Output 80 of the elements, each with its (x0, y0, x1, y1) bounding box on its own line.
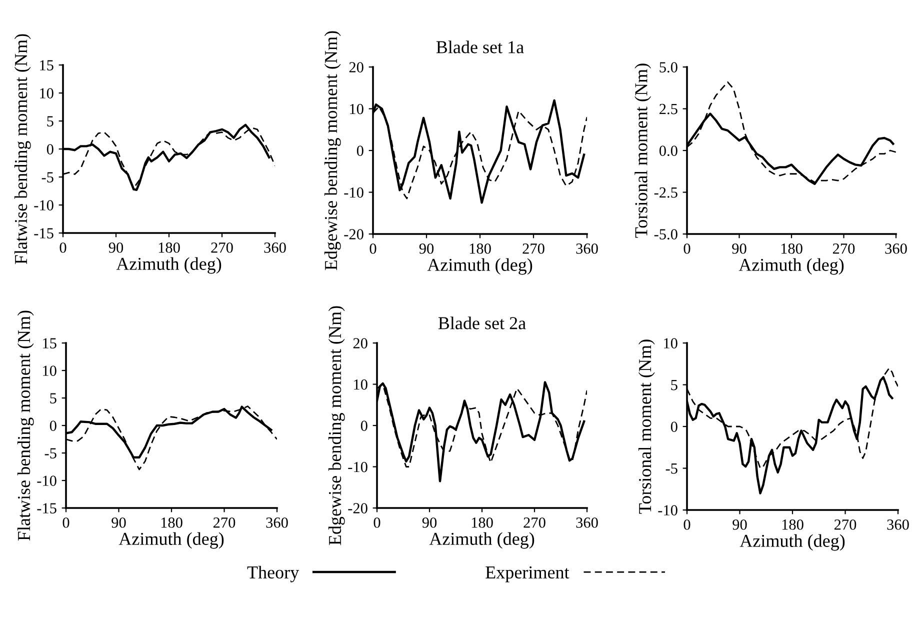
x-tick-label: 360 (887, 519, 909, 530)
x-tick-label: 90 (419, 243, 434, 254)
x-tick-label: 90 (732, 519, 747, 530)
y-tick-label: -10 (348, 462, 368, 472)
x-tick-label: 360 (576, 517, 598, 528)
y-tick-label: 0 (50, 420, 56, 431)
x-axis-title: Azimuth (deg) (740, 534, 845, 551)
x-tick-label: 180 (161, 517, 182, 528)
y-tick-label: 10 (40, 88, 54, 98)
chart-title: Blade set 2a (438, 316, 526, 330)
y-tick-label: -10 (658, 505, 678, 516)
x-tick-label: 270 (213, 517, 236, 528)
x-tick-label: 180 (158, 242, 180, 253)
y-tick-label: 5 (47, 116, 54, 126)
y-tick-label: -5 (44, 448, 56, 458)
y-tick-label: -5 (42, 172, 54, 182)
y-tick-label: 5.0 (660, 62, 678, 73)
x-tick-label: 360 (264, 242, 286, 253)
y-tick-label: -15 (37, 503, 56, 514)
y-tick-label: 0 (670, 422, 678, 432)
x-axis-title: Azimuth (deg) (429, 532, 534, 549)
x-axis-title: Azimuth (deg) (118, 532, 224, 549)
y-axis-title: Flatwise bending moment (Nm) (17, 310, 34, 541)
chart-title: Blade set 1a (436, 40, 524, 54)
y-tick-label: 5 (671, 380, 678, 390)
y-tick-label: -5.0 (654, 229, 678, 240)
y-tick-label: 0.0 (659, 146, 678, 156)
x-axis-title: Azimuth (deg) (738, 258, 844, 275)
x-axis-title: Azimuth (deg) (427, 258, 532, 275)
x-tick-label: 360 (576, 243, 598, 254)
y-tick-label: 0 (356, 146, 364, 156)
y-axis-title: Flatwise bending moment (Nm) (14, 34, 31, 264)
x-tick-label: 360 (266, 517, 288, 528)
y-tick-label: 10 (354, 379, 368, 390)
x-tick-label: 180 (781, 243, 802, 254)
y-tick-label: 15 (43, 338, 56, 348)
y-axis-title: Edgewise bending moment (Nm) (324, 31, 341, 270)
legend-label: Experiment (486, 566, 570, 582)
x-tick-label: 0 (684, 243, 690, 254)
y-tick-label: 20 (353, 338, 368, 348)
x-tick-label: 180 (472, 517, 493, 528)
x-tick-label: 180 (782, 519, 804, 530)
x-tick-label: 90 (422, 517, 437, 528)
x-tick-label: 90 (108, 242, 124, 253)
x-tick-label: 270 (832, 243, 855, 254)
x-tick-label: 270 (524, 517, 546, 528)
y-axis-title: Torsional moment (Nm) (638, 340, 655, 514)
y-tick-label: -10 (37, 476, 56, 486)
x-tick-label: 90 (732, 243, 746, 254)
y-tick-label: 10 (664, 338, 678, 348)
y-tick-label: -2.5 (654, 187, 678, 198)
x-tick-label: 90 (112, 517, 126, 528)
y-tick-label: -20 (348, 503, 368, 514)
x-tick-label: 360 (885, 243, 907, 254)
y-tick-label: -5 (666, 464, 678, 474)
y-tick-label: -15 (34, 228, 54, 238)
y-axis-title: Torsional moment (Nm) (634, 64, 652, 238)
y-tick-label: 2.5 (660, 104, 678, 114)
x-tick-label: 0 (62, 517, 70, 528)
y-axis-title: Edgewise bending moment (Nm) (328, 306, 345, 546)
x-tick-label: 0 (370, 243, 376, 254)
y-tick-label: 20 (349, 62, 364, 72)
y-tick-label: 15 (40, 60, 54, 70)
y-tick-label: 0 (360, 420, 368, 431)
x-tick-label: 0 (60, 242, 66, 253)
y-tick-label: -20 (344, 229, 364, 240)
x-tick-label: 180 (470, 243, 491, 254)
x-tick-label: 0 (374, 517, 380, 528)
x-tick-label: 270 (211, 242, 233, 253)
y-tick-label: -10 (34, 200, 54, 210)
x-tick-label: 270 (522, 243, 544, 254)
y-tick-label: 10 (43, 366, 56, 376)
x-tick-label: 0 (684, 519, 690, 530)
y-tick-label: -10 (344, 187, 364, 198)
y-tick-label: 0 (46, 144, 54, 154)
y-tick-label: 10 (350, 104, 364, 114)
x-axis-title: Azimuth (deg) (116, 257, 222, 274)
legend-label: Theory (247, 566, 300, 582)
x-tick-label: 270 (834, 519, 856, 530)
y-tick-label: 5 (50, 393, 56, 404)
